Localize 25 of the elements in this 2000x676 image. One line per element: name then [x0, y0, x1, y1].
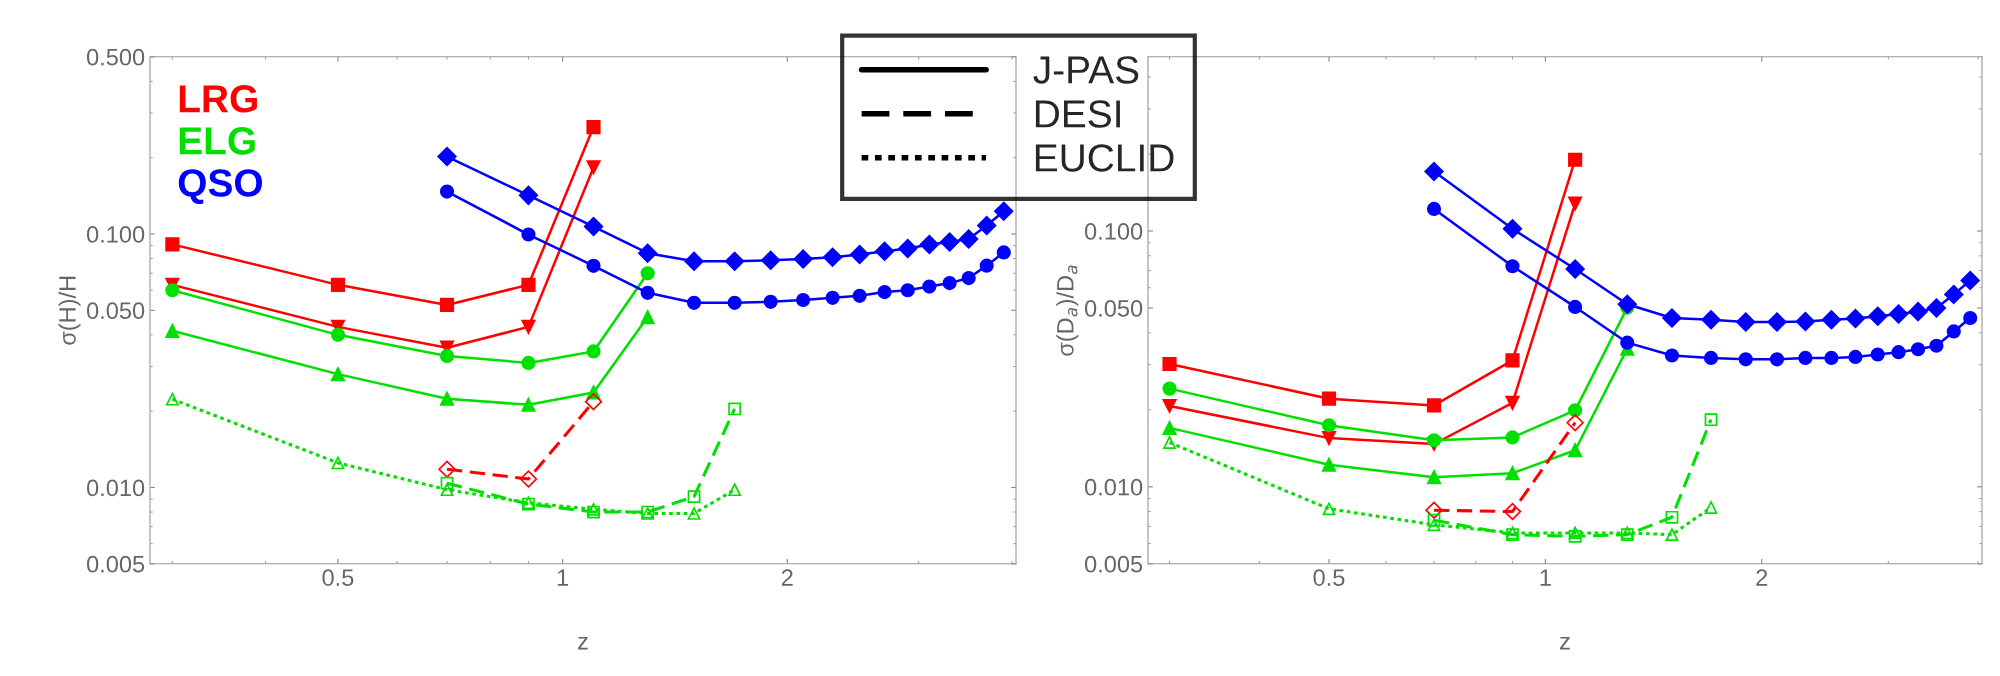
- x-tick-label: 1: [557, 569, 569, 586]
- x-tick-label: 2: [781, 569, 793, 586]
- y-tick-label: 0.010: [1084, 478, 1143, 496]
- x-tick-label: 0.5: [1313, 569, 1345, 586]
- text: J-PAS: [1033, 56, 1139, 84]
- x-tick-label: 1: [1540, 569, 1551, 586]
- y-tick-label: 0.050: [86, 302, 145, 320]
- y-tick-label: 0.005: [86, 555, 145, 573]
- y-axis-title: σ(H)/H: [58, 276, 81, 345]
- y-tick-label: 0.100: [86, 226, 145, 243]
- annotation: EUCLID: [1035, 144, 1174, 172]
- text: DESI: [1035, 100, 1120, 128]
- text: QSO: [178, 169, 263, 205]
- y-tick-label: 0.005: [1084, 555, 1143, 573]
- y-tick-label: 0.500: [86, 48, 145, 66]
- y-tick-label: 0.050: [1084, 300, 1143, 317]
- y-tick-label: 0.010: [86, 479, 145, 497]
- text: LRG: [179, 85, 257, 113]
- y-tick-label: 0.100: [1084, 223, 1143, 240]
- x-axis-title: z: [1560, 636, 1570, 650]
- y-axis-title: σ(D$_{a}$)/D$_{a}$: [1056, 265, 1079, 356]
- text: ELG: [179, 127, 255, 155]
- x-tick-label: 0.5: [322, 569, 354, 586]
- x-tick-label: 2: [1756, 569, 1768, 586]
- x-axis-title: z: [578, 636, 588, 650]
